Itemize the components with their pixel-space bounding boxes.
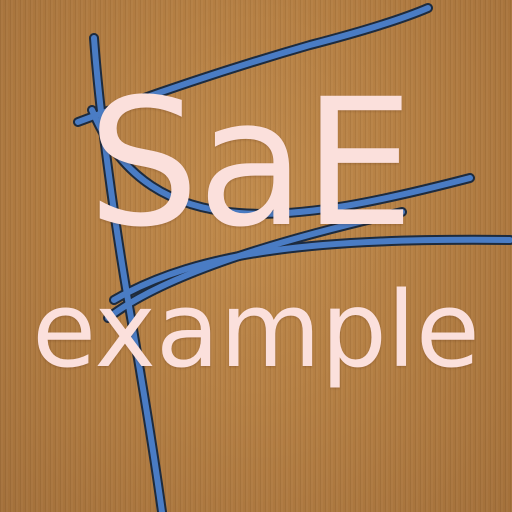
stroke-fills (75, 5, 512, 512)
title-sae: SaE (87, 61, 415, 266)
title-example: example (32, 269, 480, 391)
